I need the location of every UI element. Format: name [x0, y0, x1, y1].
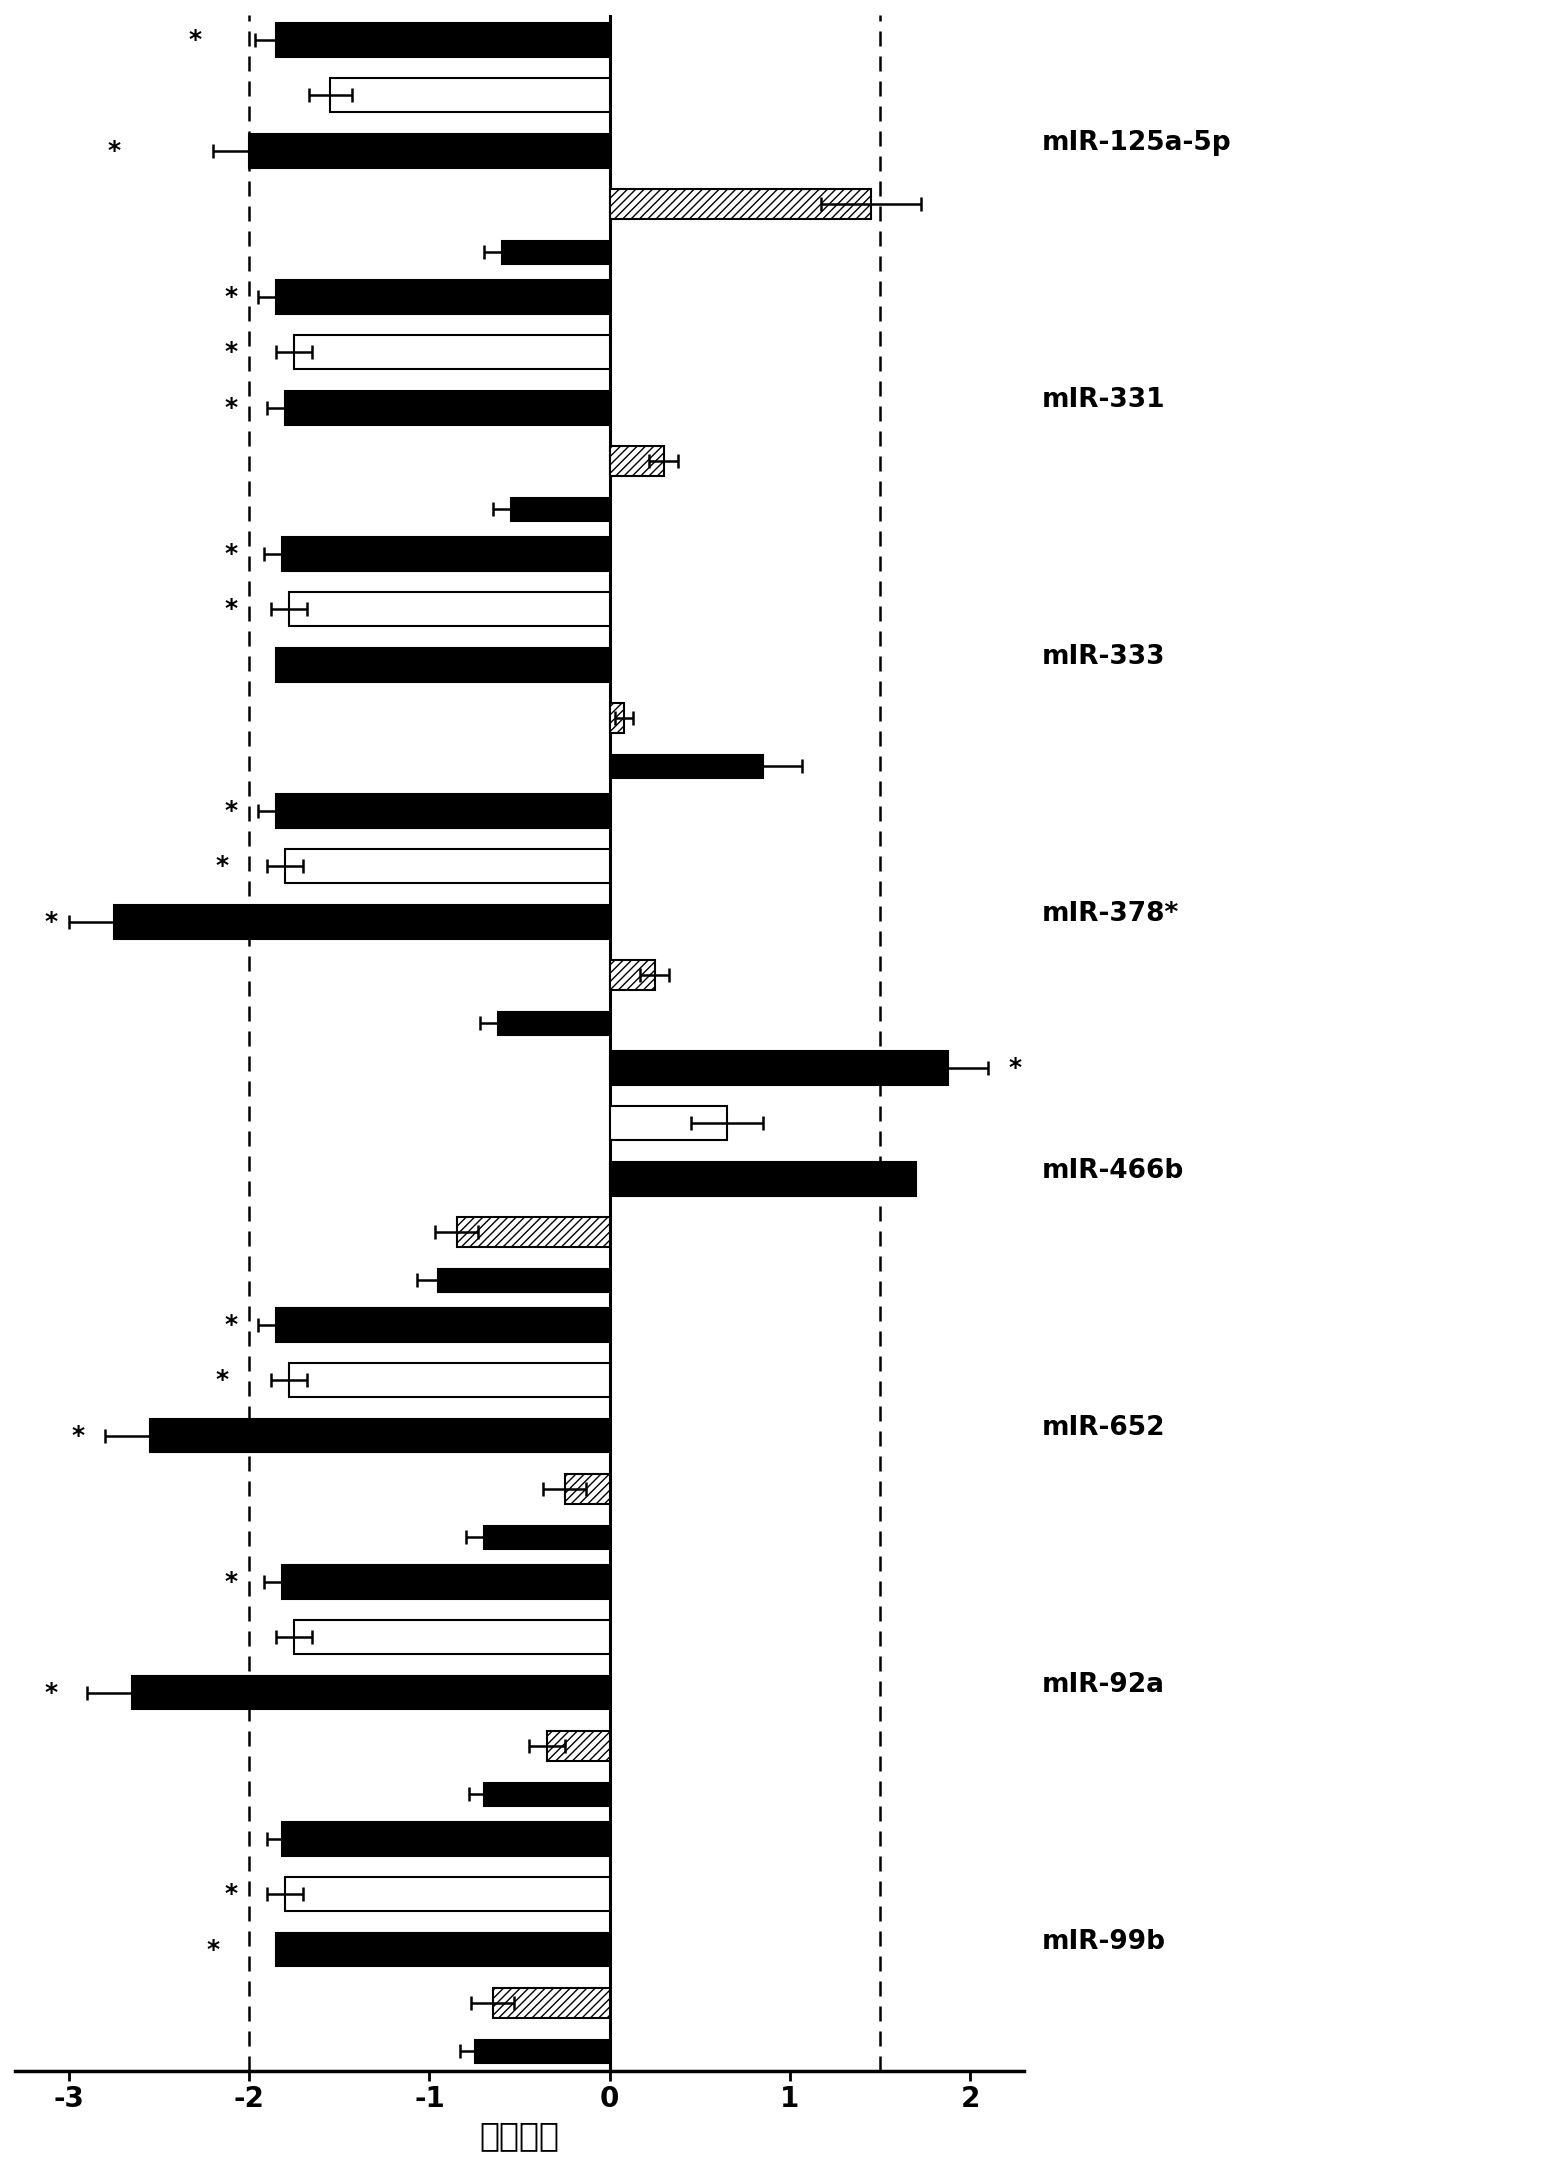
Bar [114, 904, 610, 938]
Bar [289, 1363, 610, 1398]
Bar [610, 702, 624, 732]
Text: *: * [216, 1367, 228, 1391]
Text: *: * [225, 598, 238, 622]
Bar [492, 1987, 610, 2017]
Bar [286, 849, 610, 884]
Bar [277, 793, 610, 828]
Text: *: * [225, 1883, 238, 1907]
Bar [294, 1621, 610, 1653]
Bar [610, 446, 664, 477]
Bar [277, 24, 610, 56]
Bar [294, 336, 610, 368]
Text: mIR-333: mIR-333 [1043, 644, 1166, 670]
Text: *: * [206, 1937, 220, 1961]
Bar [330, 78, 610, 113]
Text: mIR-331: mIR-331 [1043, 388, 1166, 414]
Bar [286, 390, 610, 425]
Text: mIR-99b: mIR-99b [1043, 1929, 1166, 1955]
Bar [610, 1162, 916, 1196]
Text: mIR-466b: mIR-466b [1043, 1159, 1185, 1185]
Text: *: * [72, 1424, 84, 1448]
Bar [547, 1731, 610, 1762]
Bar [610, 1107, 727, 1140]
Bar [133, 1675, 610, 1710]
Bar [277, 280, 610, 314]
Text: *: * [108, 139, 120, 163]
Bar [610, 1051, 949, 1086]
X-axis label: 倍性变化: 倍性变化 [480, 2119, 560, 2152]
Text: mIR-378*: mIR-378* [1043, 901, 1180, 927]
Text: *: * [216, 854, 228, 878]
Text: *: * [225, 1569, 238, 1595]
Text: mIR-652: mIR-652 [1043, 1415, 1166, 1441]
Bar [456, 1218, 610, 1248]
Text: *: * [44, 910, 58, 934]
Text: *: * [1008, 1055, 1022, 1079]
Bar [281, 537, 610, 570]
Bar [483, 1783, 610, 1805]
Bar [511, 498, 610, 520]
Text: *: * [225, 1313, 238, 1337]
Text: *: * [225, 397, 238, 420]
Bar [475, 2039, 610, 2063]
Bar [277, 1933, 610, 1965]
Bar [281, 1565, 610, 1599]
Text: *: * [225, 340, 238, 364]
Bar [610, 960, 655, 990]
Text: *: * [225, 542, 238, 566]
Bar [281, 1822, 610, 1855]
Bar [610, 189, 871, 219]
Bar [483, 1526, 610, 1549]
Bar [564, 1474, 610, 1504]
Bar [439, 1268, 610, 1292]
Text: *: * [189, 28, 202, 52]
Bar [249, 134, 610, 167]
Bar [610, 754, 763, 778]
Text: *: * [225, 286, 238, 310]
Bar [286, 1877, 610, 1911]
Bar [499, 1012, 610, 1036]
Bar [150, 1419, 610, 1452]
Bar [277, 1309, 610, 1341]
Bar [289, 592, 610, 626]
Bar [277, 648, 610, 683]
Text: *: * [225, 800, 238, 823]
Text: *: * [44, 1682, 58, 1705]
Text: mIR-125a-5p: mIR-125a-5p [1043, 130, 1232, 156]
Bar [502, 241, 610, 264]
Text: mIR-92a: mIR-92a [1043, 1673, 1164, 1699]
